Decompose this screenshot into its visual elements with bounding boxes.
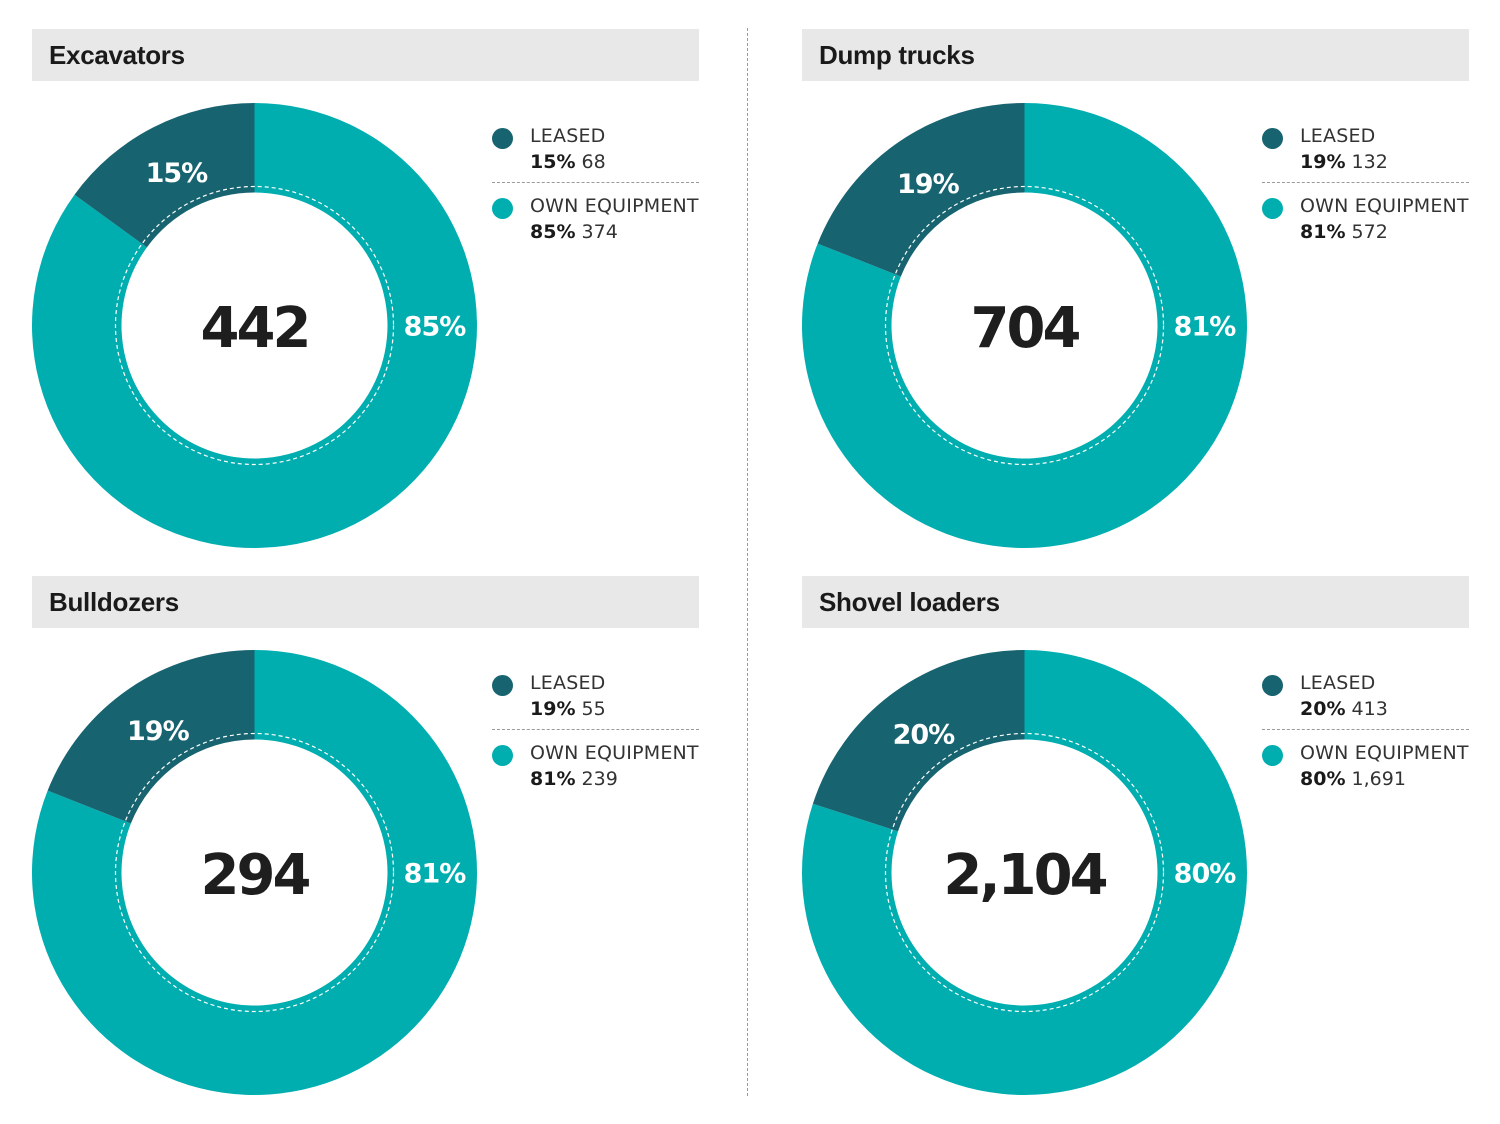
slice-leased xyxy=(74,103,255,248)
total-count: 704 xyxy=(971,296,1080,361)
inner-dashed-ring xyxy=(884,185,1165,466)
legend-label: LEASED xyxy=(530,672,606,694)
legend-item-own: OWN EQUIPMENT 80% 1,691 xyxy=(1262,730,1469,802)
legend-pct: 85% xyxy=(530,221,576,243)
legend-value: 20% 413 xyxy=(1300,698,1388,720)
slice-own-equipment xyxy=(31,103,478,548)
legend-pct: 19% xyxy=(530,698,576,720)
legend-count: 55 xyxy=(581,698,606,720)
legend-item-leased: LEASED 19% 132 xyxy=(1262,125,1469,183)
own-pct-label: 80% xyxy=(1174,859,1237,890)
donut-chart: 704 19% 81% xyxy=(802,103,1247,548)
panel-title: Dump trucks xyxy=(802,29,1469,81)
legend-pct: 81% xyxy=(1300,221,1346,243)
own-dot-icon xyxy=(1262,745,1283,766)
leased-dot-icon xyxy=(1262,128,1283,149)
legend-item-own: OWN EQUIPMENT 85% 374 xyxy=(492,183,699,255)
total-count: 2,104 xyxy=(943,843,1106,908)
legend-value: 19% 55 xyxy=(530,698,606,720)
legend-count: 572 xyxy=(1351,221,1388,243)
legend-pct: 15% xyxy=(530,151,576,173)
total-count: 294 xyxy=(201,843,310,908)
legend-item-own: OWN EQUIPMENT 81% 572 xyxy=(1262,183,1469,255)
legend: LEASED 15% 68 OWN EQUIPMENT 85% 374 xyxy=(492,125,699,255)
legend-label: OWN EQUIPMENT xyxy=(530,742,699,764)
legend-count: 68 xyxy=(581,151,606,173)
legend-label: OWN EQUIPMENT xyxy=(530,195,699,217)
donut-chart: 2,104 20% 80% xyxy=(802,650,1247,1095)
slice-leased xyxy=(47,650,255,824)
panel-bulldozers: Bulldozers 294 19% 81% LEASED 19% 55 OWN… xyxy=(31,576,699,1096)
panel-shovel-loaders: Shovel loaders 2,104 20% 80% LEASED 20% … xyxy=(802,576,1469,1096)
inner-dashed-ring xyxy=(114,732,395,1013)
panel-dump-trucks: Dump trucks 704 19% 81% LEASED 19% 132 O… xyxy=(802,29,1469,549)
leased-pct-label: 15% xyxy=(146,158,209,189)
own-dot-icon xyxy=(1262,198,1283,219)
legend: LEASED 20% 413 OWN EQUIPMENT 80% 1,691 xyxy=(1262,672,1469,802)
leased-pct-label: 19% xyxy=(897,169,960,200)
inner-dashed-ring xyxy=(114,185,395,466)
legend-label: LEASED xyxy=(530,125,606,147)
panel-title: Bulldozers xyxy=(32,576,699,628)
leased-dot-icon xyxy=(1262,675,1283,696)
legend-pct: 80% xyxy=(1300,768,1346,790)
leased-pct-label: 20% xyxy=(893,719,956,750)
legend-pct: 81% xyxy=(530,768,576,790)
leased-dot-icon xyxy=(492,675,513,696)
panel-excavators: Excavators 442 15% 85% LEASED 15% 68 OWN… xyxy=(31,29,699,549)
legend-value: 85% 374 xyxy=(530,221,618,243)
panel-title: Shovel loaders xyxy=(802,576,1469,628)
donut-chart: 294 19% 81% xyxy=(31,650,478,1095)
legend-count: 413 xyxy=(1351,698,1388,720)
slice-own-equipment xyxy=(802,103,1247,548)
own-pct-label: 85% xyxy=(404,312,467,343)
legend: LEASED 19% 55 OWN EQUIPMENT 81% 239 xyxy=(492,672,699,802)
legend: LEASED 19% 132 OWN EQUIPMENT 81% 572 xyxy=(1262,125,1469,255)
total-count: 442 xyxy=(201,296,309,361)
legend-value: 15% 68 xyxy=(530,151,606,173)
own-pct-label: 81% xyxy=(404,859,467,890)
inner-dashed-ring xyxy=(884,732,1165,1013)
legend-pct: 20% xyxy=(1300,698,1346,720)
legend-item-leased: LEASED 19% 55 xyxy=(492,672,699,730)
leased-pct-label: 19% xyxy=(127,716,190,747)
donut-chart: 442 15% 85% xyxy=(31,103,478,548)
legend-value: 81% 572 xyxy=(1300,221,1388,243)
legend-item-leased: LEASED 15% 68 xyxy=(492,125,699,183)
legend-label: LEASED xyxy=(1300,125,1376,147)
legend-item-leased: LEASED 20% 413 xyxy=(1262,672,1469,730)
legend-label: OWN EQUIPMENT xyxy=(1300,742,1469,764)
legend-label: OWN EQUIPMENT xyxy=(1300,195,1469,217)
legend-item-own: OWN EQUIPMENT 81% 239 xyxy=(492,730,699,802)
own-dot-icon xyxy=(492,745,513,766)
legend-label: LEASED xyxy=(1300,672,1376,694)
slice-own-equipment xyxy=(802,650,1247,1095)
leased-dot-icon xyxy=(492,128,513,149)
legend-value: 19% 132 xyxy=(1300,151,1388,173)
legend-value: 81% 239 xyxy=(530,768,618,790)
panel-title: Excavators xyxy=(32,29,699,81)
legend-count: 239 xyxy=(581,768,618,790)
legend-value: 80% 1,691 xyxy=(1300,768,1406,790)
legend-count: 1,691 xyxy=(1351,768,1406,790)
slice-leased xyxy=(817,103,1025,277)
center-divider xyxy=(747,28,748,1096)
own-pct-label: 81% xyxy=(1174,312,1237,343)
slice-leased xyxy=(812,650,1025,832)
own-dot-icon xyxy=(492,198,513,219)
slice-own-equipment xyxy=(31,650,478,1095)
legend-count: 374 xyxy=(581,221,618,243)
legend-count: 132 xyxy=(1351,151,1388,173)
legend-pct: 19% xyxy=(1300,151,1346,173)
